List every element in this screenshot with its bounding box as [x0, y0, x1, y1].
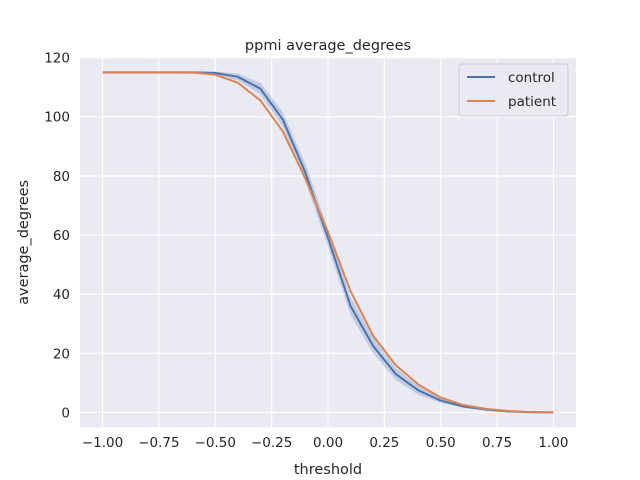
- legend: control patient: [458, 63, 569, 117]
- x-tick-label: 0.75: [482, 435, 512, 451]
- y-tick-label: 0: [61, 405, 70, 421]
- x-axis-title: threshold: [294, 462, 362, 478]
- chart-title: ppmi average_degrees: [245, 38, 411, 54]
- x-tick-label: 0.00: [313, 435, 343, 451]
- y-tick-label: 80: [53, 169, 70, 185]
- y-axis-ticks: 0 20 40 60 80 100 120: [44, 51, 70, 422]
- y-tick-label: 20: [53, 346, 70, 362]
- x-tick-label: −0.50: [195, 435, 236, 451]
- x-tick-label: −1.00: [82, 435, 123, 451]
- confidence-bands: [102, 71, 554, 413]
- y-tick-label: 100: [44, 110, 70, 126]
- x-tick-label: −0.25: [251, 435, 292, 451]
- y-tick-label: 40: [53, 287, 70, 303]
- x-axis-ticks: −1.00 −0.75 −0.50 −0.25 0.00 0.25 0.50 0.75 1.00: [82, 435, 569, 451]
- x-tick-label: −0.75: [138, 435, 179, 451]
- series-line-patient: [102, 71, 554, 414]
- legend-label-patient: patient: [508, 94, 556, 110]
- x-tick-label: 0.25: [369, 435, 399, 451]
- legend-label-control: control: [508, 70, 555, 86]
- y-tick-label: 120: [44, 51, 70, 67]
- grid-lines: [80, 56, 576, 428]
- y-tick-label: 60: [53, 228, 70, 244]
- confidence-band-control: [102, 71, 554, 413]
- x-tick-label: 0.50: [426, 435, 456, 451]
- x-tick-label: 1.00: [538, 435, 568, 451]
- series-lines: [102, 71, 554, 414]
- y-axis-title: average_degrees: [16, 180, 32, 305]
